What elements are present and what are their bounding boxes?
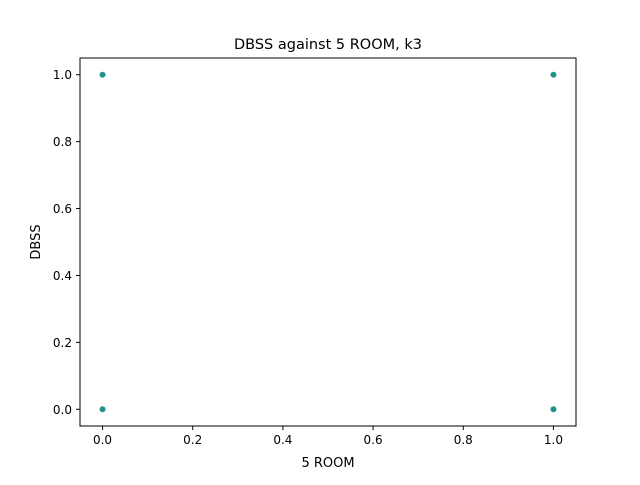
y-axis-label: DBSS <box>29 224 44 259</box>
x-axis-label: 5 ROOM <box>301 456 354 471</box>
x-tick-label: 0.2 <box>183 433 202 447</box>
x-tick-label: 0.0 <box>93 433 112 447</box>
chart-title: DBSS against 5 ROOM, k3 <box>234 37 422 53</box>
y-tick-label: 0.0 <box>53 403 72 417</box>
y-tick-label: 1.0 <box>53 68 72 82</box>
y-tick-label: 0.4 <box>53 269 72 283</box>
x-tick-label: 0.8 <box>454 433 473 447</box>
data-point <box>99 406 106 413</box>
y-axis-ticks: 0.0 0.2 0.4 0.6 0.8 1.0 <box>53 68 80 417</box>
y-tick-label: 0.2 <box>53 336 72 350</box>
x-tick-label: 1.0 <box>544 433 563 447</box>
data-point <box>99 71 106 78</box>
x-tick-label: 0.6 <box>364 433 383 447</box>
y-tick-label: 0.8 <box>53 135 72 149</box>
plot-frame <box>79 57 577 427</box>
y-tick-label: 0.6 <box>53 202 72 216</box>
data-point <box>550 71 557 78</box>
data-point <box>550 406 557 413</box>
x-tick-label: 0.4 <box>273 433 292 447</box>
data-points <box>99 71 557 413</box>
x-axis-ticks: 0.0 0.2 0.4 0.6 0.8 1.0 <box>93 426 563 447</box>
